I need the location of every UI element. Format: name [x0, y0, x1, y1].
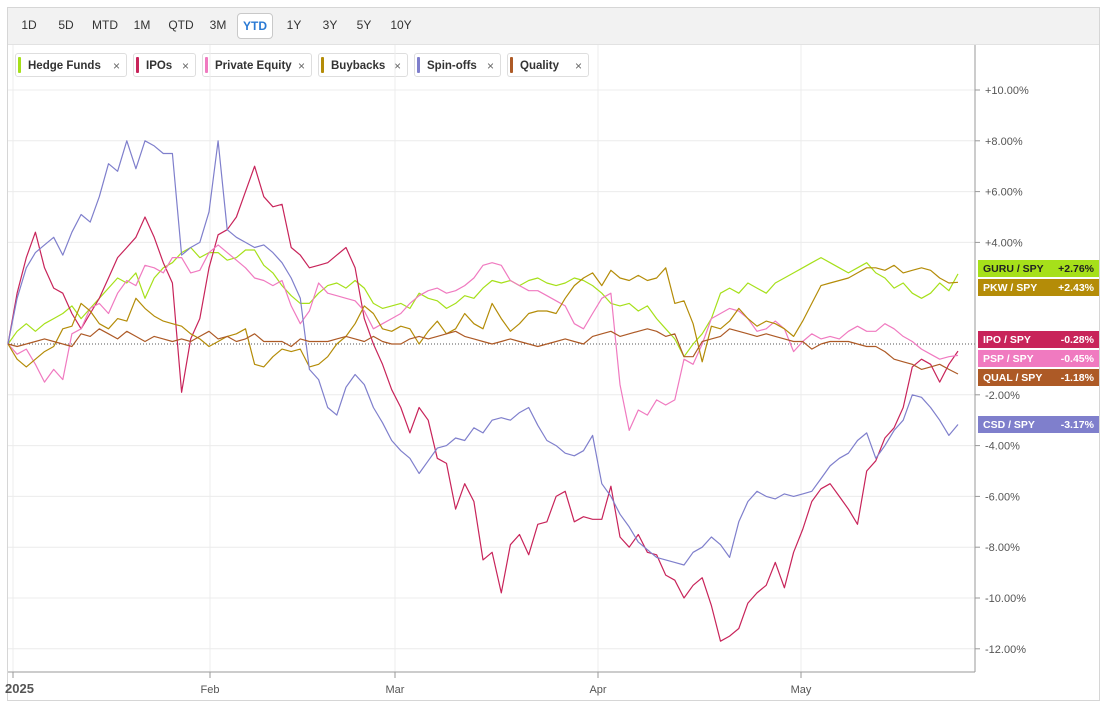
- range-button-1m[interactable]: 1M: [133, 18, 151, 32]
- legend-label: IPOs: [146, 60, 173, 72]
- legend-chip-quality[interactable]: Quality ×: [507, 53, 589, 77]
- x-tick-label: Apr: [589, 684, 606, 696]
- end-label-value: +2.76%: [1058, 263, 1095, 275]
- end-label-value: +2.43%: [1058, 282, 1095, 294]
- legend-swatch: [136, 57, 139, 73]
- end-label-name: PSP / SPY: [983, 353, 1034, 365]
- legend-chip-spin-offs[interactable]: Spin-offs ×: [414, 53, 501, 77]
- end-label-value: -0.28%: [1061, 334, 1095, 346]
- legend-chip-buybacks[interactable]: Buybacks ×: [318, 53, 408, 77]
- series-line-private-equity: [7, 244, 959, 431]
- legend-label: Quality: [520, 60, 559, 72]
- range-button-1y[interactable]: 1Y: [286, 18, 302, 32]
- end-label-name: PKW / SPY: [983, 282, 1037, 294]
- end-label-psp: PSP / SPY -0.45%: [978, 350, 1099, 367]
- legend-label: Buybacks: [331, 60, 386, 72]
- y-tick-label: -8.00%: [985, 542, 1020, 554]
- series-line-ipos: [7, 165, 959, 642]
- range-button-5d[interactable]: 5D: [58, 18, 74, 32]
- range-button-ytd[interactable]: YTD: [237, 13, 273, 39]
- end-label-box: [978, 279, 1099, 296]
- series-line-quality: [7, 328, 959, 375]
- end-label-qual: QUAL / SPY -1.18%: [978, 369, 1099, 386]
- legend-swatch: [205, 57, 208, 73]
- x-tick-label: Mar: [386, 684, 405, 696]
- legend-chip-hedge-funds[interactable]: Hedge Funds ×: [15, 53, 127, 77]
- end-label-box: [978, 260, 1099, 277]
- legend-label: Hedge Funds: [28, 60, 101, 72]
- series-line-hedge-funds: [7, 246, 959, 358]
- x-tick-label: May: [791, 684, 812, 696]
- end-label-name: IPO / SPY: [983, 334, 1031, 346]
- remove-series-icon[interactable]: ×: [181, 59, 189, 73]
- end-label-box: [978, 350, 1099, 367]
- end-label-box: [978, 331, 1099, 348]
- end-label-box: [978, 416, 1099, 433]
- legend-chip-ipos[interactable]: IPOs ×: [133, 53, 196, 77]
- series-lines: [7, 140, 959, 642]
- y-tick-label: -12.00%: [985, 644, 1026, 656]
- remove-series-icon[interactable]: ×: [112, 59, 120, 73]
- x-tick-label: Feb: [201, 684, 220, 696]
- y-tick-label: -10.00%: [985, 593, 1026, 605]
- range-button-3y[interactable]: 3Y: [322, 18, 338, 32]
- end-label-value: -3.17%: [1061, 419, 1095, 431]
- end-label-name: QUAL / SPY: [983, 372, 1042, 384]
- series-line-spin-offs: [7, 140, 959, 566]
- range-button-1d[interactable]: 1D: [21, 18, 37, 32]
- end-label-csd: CSD / SPY -3.17%: [978, 416, 1099, 433]
- legend-label: Private Equity: [215, 60, 292, 72]
- x-tick-label: 2025: [5, 681, 34, 696]
- grid: [8, 45, 975, 672]
- remove-series-icon[interactable]: ×: [574, 59, 582, 73]
- remove-series-icon[interactable]: ×: [486, 59, 494, 73]
- end-label-ipo: IPO / SPY -0.28%: [978, 331, 1099, 348]
- end-label-value: -0.45%: [1061, 353, 1095, 365]
- y-tick-label: +10.00%: [985, 85, 1029, 97]
- y-tick-label: +4.00%: [985, 237, 1023, 249]
- y-tick-label: -6.00%: [985, 491, 1020, 503]
- legend-swatch: [417, 57, 420, 73]
- end-label-value: -1.18%: [1061, 372, 1095, 384]
- legend-label: Spin-offs: [427, 60, 477, 72]
- legend-swatch: [510, 57, 513, 73]
- range-button-qtd[interactable]: QTD: [168, 18, 194, 32]
- end-label-box: [978, 369, 1099, 386]
- end-label-guru: GURU / SPY +2.76%: [978, 260, 1099, 277]
- range-button-3m[interactable]: 3M: [209, 18, 227, 32]
- end-label-name: CSD / SPY: [983, 419, 1035, 431]
- end-label-name: GURU / SPY: [983, 263, 1044, 275]
- y-tick-label: +6.00%: [985, 187, 1023, 199]
- legend-swatch: [18, 57, 21, 73]
- y-tick-label: -2.00%: [985, 390, 1020, 402]
- range-toolbar: 1D 5D MTD 1M QTD 3M YTD 1Y 3Y 5Y 10Y: [8, 8, 1099, 45]
- end-label-pkw: PKW / SPY +2.43%: [978, 279, 1099, 296]
- y-tick-label: -4.00%: [985, 441, 1020, 453]
- range-button-10y[interactable]: 10Y: [390, 18, 412, 32]
- axes: +10.00% +8.00% +6.00% +4.00% -2.00% -4.00% -6.…: [5, 45, 1029, 696]
- legend-swatch: [321, 57, 324, 73]
- remove-series-icon[interactable]: ×: [297, 59, 305, 73]
- remove-series-icon[interactable]: ×: [393, 59, 401, 73]
- chart-panel: 1D 5D MTD 1M QTD 3M YTD 1Y 3Y 5Y 10Y Hedge Funds × I…: [7, 7, 1100, 701]
- range-button-mtd[interactable]: MTD: [92, 18, 118, 32]
- series-line-buybacks: [7, 264, 959, 368]
- end-value-labels: GURU / SPY +2.76% IPO / SPY -0.28% PSP / SPY…: [978, 260, 1099, 433]
- range-button-5y[interactable]: 5Y: [356, 18, 372, 32]
- y-tick-label: +8.00%: [985, 136, 1023, 148]
- legend-chip-private-equity[interactable]: Private Equity ×: [202, 53, 312, 77]
